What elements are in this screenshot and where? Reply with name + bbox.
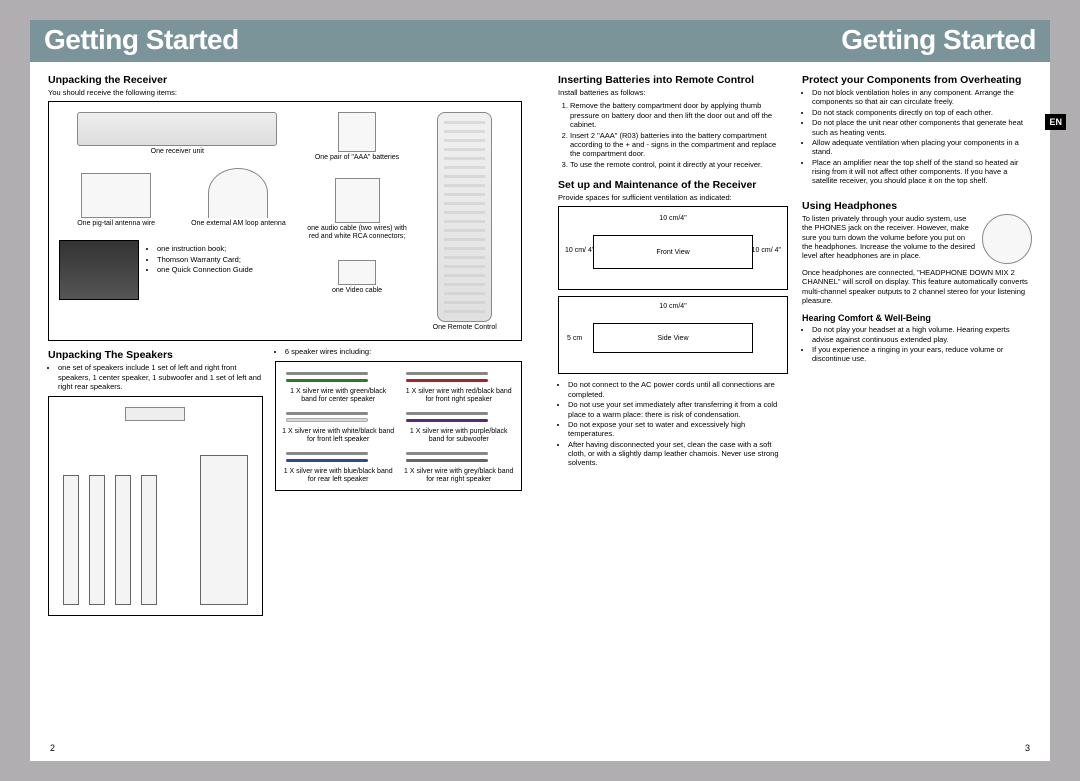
page-body-left: Unpacking the Receiver You should receiv… [30, 62, 540, 632]
step: To use the remote control, point it dire… [570, 160, 788, 169]
remote-illustration [437, 112, 492, 322]
dim-label: 10 cm/4" [659, 303, 686, 311]
page-header-right: Getting Started [540, 20, 1050, 62]
receiver-items-box: One receiver unit One pig-tail antenna w… [48, 101, 522, 341]
ventilation-diagram-front: Front View 10 cm/4" 10 cm/ 4" 10 cm/ 4" [558, 206, 788, 290]
caption: One external AM loop antenna [181, 220, 295, 228]
tower-speaker [89, 475, 105, 605]
dim-label: 10 cm/4" [659, 215, 686, 223]
language-tag: EN [1045, 114, 1066, 130]
wires-box: 1 X silver wire with green/black band fo… [275, 361, 522, 491]
caption: One pig-tail antenna wire [59, 220, 173, 228]
list-item: If you experience a ringing in your ears… [812, 345, 1032, 364]
caption: 1 X silver wire with blue/black band for… [282, 468, 395, 484]
list-item: Do not play your headset at a high volum… [812, 325, 1032, 344]
caption: one Video cable [306, 287, 409, 295]
page-number: 2 [50, 743, 55, 753]
view-label: Front View [656, 249, 689, 257]
intro-text: one set of speakers include 1 set of lef… [58, 363, 263, 391]
caption: One receiver unit [59, 148, 296, 156]
page-left: Getting Started Unpacking the Receiver Y… [30, 20, 540, 761]
list-item: Do not place the unit near other compone… [812, 118, 1032, 137]
subwoofer-illustration [200, 455, 248, 605]
receiver-illustration [77, 112, 277, 146]
doc-item: Thomson Warranty Card; [157, 255, 296, 264]
list-item: Allow adequate ventilation when placing … [812, 138, 1032, 157]
pigtail-illustration [81, 173, 151, 218]
wires-intro: 6 speaker wires including: [285, 347, 522, 356]
note-item: Do not use your set immediately after tr… [568, 400, 788, 419]
section-title: Set up and Maintenance of the Receiver [558, 179, 788, 191]
wire-illustration [282, 408, 372, 426]
wire-illustration [402, 368, 492, 386]
caption: 1 X silver wire with red/black band for … [402, 388, 515, 404]
section-title: Unpacking the Receiver [48, 74, 522, 86]
intro-text: Provide spaces for sufficient ventilatio… [558, 193, 788, 202]
list-item: Do not stack components directly on top … [812, 108, 1032, 117]
body-text: Once headphones are connected, "HEADPHON… [802, 268, 1032, 306]
video-cable-illustration [338, 260, 376, 285]
subsection-title: Hearing Comfort & Well-Being [802, 313, 1032, 323]
view-label: Side View [657, 335, 688, 343]
caption: 1 X silver wire with green/black band fo… [282, 388, 395, 404]
center-speaker-illustration [125, 407, 185, 421]
section-title: Using Headphones [802, 200, 1032, 212]
wire-illustration [402, 408, 492, 426]
dim-label: 10 cm/ 4" [565, 247, 594, 255]
page-header-left: Getting Started [30, 20, 540, 62]
page-number: 3 [1025, 743, 1030, 753]
headphone-illustration [982, 214, 1032, 264]
page-body-right: Inserting Batteries into Remote Control … [540, 62, 1050, 479]
caption: 1 X silver wire with grey/black band for… [402, 468, 515, 484]
caption: 1 X silver wire with white/black band fo… [282, 428, 395, 444]
dim-label: 10 cm/ 4" [752, 247, 781, 255]
note-item: Do not connect to the AC power cords unt… [568, 380, 788, 399]
tower-speaker [141, 475, 157, 605]
list-item: Place an amplifier near the top shelf of… [812, 158, 1032, 186]
step: Insert 2 "AAA" (R03) batteries into the … [570, 131, 788, 159]
caption: one audio cable (two wires) with red and… [306, 225, 409, 241]
page-spread: Getting Started Unpacking the Receiver Y… [0, 0, 1080, 781]
caption: One Remote Control [418, 324, 511, 332]
page-right: Getting Started EN Inserting Batteries i… [540, 20, 1050, 761]
note-item: After having disconnected your set, clea… [568, 440, 788, 468]
doc-item: one Quick Connection Guide [157, 265, 296, 274]
wire-illustration [282, 448, 372, 466]
dim-label: 5 cm [567, 335, 582, 343]
section-title: Inserting Batteries into Remote Control [558, 74, 788, 86]
ventilation-diagram-side: Side View 10 cm/4" 5 cm [558, 296, 788, 374]
caption: 1 X silver wire with purple/black band f… [402, 428, 515, 444]
section-title: Unpacking The Speakers [48, 349, 263, 361]
amloop-illustration [208, 168, 268, 218]
tower-speaker [63, 475, 79, 605]
audio-cable-illustration [335, 178, 380, 223]
wire-illustration [282, 368, 372, 386]
batteries-illustration [338, 112, 376, 152]
docs-illustration [59, 240, 139, 300]
list-item: Do not block ventilation holes in any co… [812, 88, 1032, 107]
note-item: Do not expose your set to water and exce… [568, 420, 788, 439]
section-title: Protect your Components from Overheating [802, 74, 1032, 86]
intro-text: You should receive the following items: [48, 88, 522, 97]
tower-speaker [115, 475, 131, 605]
step: Remove the battery compartment door by a… [570, 101, 788, 129]
caption: One pair of "AAA" batteries [306, 154, 409, 162]
wire-illustration [402, 448, 492, 466]
speakers-box [48, 396, 263, 616]
doc-item: one instruction book; [157, 244, 296, 253]
intro-text: Install batteries as follows: [558, 88, 788, 97]
